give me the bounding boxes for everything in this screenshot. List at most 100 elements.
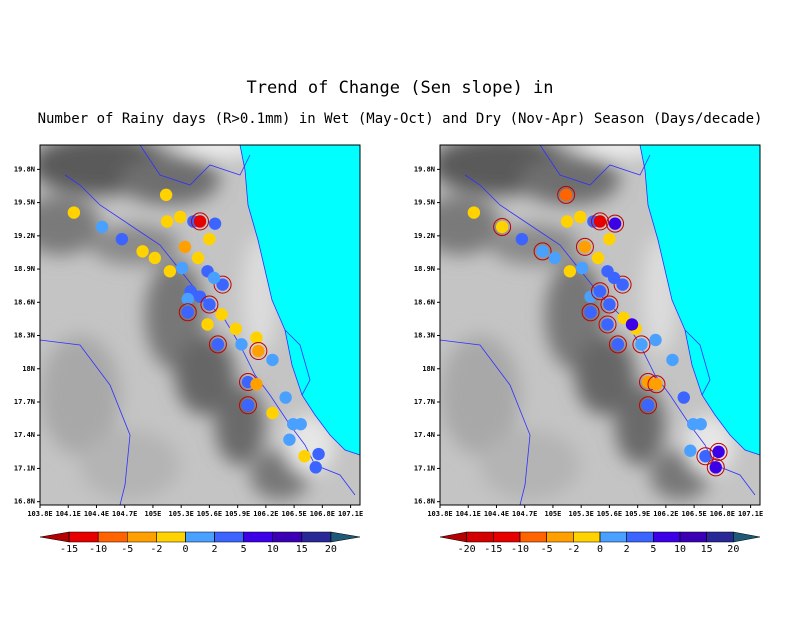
y-tick-label: 16.8N	[414, 498, 435, 506]
significance-ring	[200, 295, 219, 314]
colorbar-label: 20	[325, 544, 337, 555]
station	[641, 399, 655, 412]
significance-ring	[606, 214, 625, 233]
colorbar-label: -10	[511, 544, 529, 555]
station	[193, 215, 207, 228]
station	[201, 318, 214, 331]
y-tick-label: 18.6N	[414, 298, 435, 306]
significance-ring	[613, 275, 632, 294]
station	[677, 391, 690, 404]
x-tick-label: 103.8E	[427, 510, 452, 518]
colorbar-label: 15	[701, 544, 713, 555]
station	[536, 245, 549, 258]
x-tick-label: 105.9E	[225, 510, 250, 518]
station	[548, 251, 562, 265]
colorbar-label: 10	[267, 544, 279, 555]
significance-ring	[191, 212, 209, 231]
y-tick-label: 19.8N	[14, 165, 35, 173]
y-tick-label: 19.5N	[14, 199, 35, 207]
station	[649, 333, 662, 347]
x-tick-label: 104.7E	[512, 510, 537, 518]
significance-ring	[598, 315, 617, 334]
colorbar-segment	[156, 531, 186, 543]
colorbar-segment	[679, 531, 707, 543]
colorbar-segment	[599, 531, 627, 543]
station	[616, 278, 629, 291]
x-tick-label: 104.4E	[84, 510, 109, 518]
x-tick-label: 106.2E	[653, 510, 678, 518]
colorbar-label: 15	[296, 544, 308, 555]
colorbar-segment	[68, 531, 99, 543]
station	[559, 188, 573, 202]
y-tick-label: 18N	[422, 365, 435, 373]
x-tick-label: 106.5E	[281, 510, 306, 518]
y-tick-label: 19.2N	[14, 232, 35, 240]
colorbar-end	[439, 531, 467, 543]
y-tick-label: 18.9N	[14, 265, 35, 273]
x-tick-label: 104.1E	[56, 510, 81, 518]
colorbar-label: -10	[89, 544, 107, 555]
y-tick-label: 18N	[22, 365, 35, 373]
station	[181, 292, 194, 306]
colorbar-segment	[653, 531, 681, 543]
station	[593, 215, 607, 228]
y-tick-label: 18.3N	[414, 332, 435, 340]
station	[694, 417, 707, 431]
station	[181, 306, 194, 319]
station	[666, 353, 679, 367]
y-tick-label: 18.3N	[14, 332, 35, 340]
y-tick-label: 17.4N	[414, 431, 435, 439]
station	[115, 232, 129, 246]
station	[207, 271, 221, 285]
x-tick-label: 105.9E	[625, 510, 650, 518]
colorbar-segment	[493, 531, 521, 543]
station	[591, 251, 605, 265]
station	[584, 306, 597, 319]
subtitle: Number of Rainy days (R>0.1mm) in Wet (M…	[38, 111, 763, 127]
colorbar-label: -2	[150, 544, 162, 555]
colorbar-label: 5	[650, 544, 656, 555]
station	[574, 210, 587, 224]
significance-ring	[608, 335, 627, 354]
colorbar-segment	[214, 531, 244, 543]
station	[250, 378, 263, 391]
colorbar-end	[733, 531, 761, 543]
y-tick-label: 17.7N	[14, 398, 35, 406]
colorbar-segment	[573, 531, 601, 543]
station	[175, 261, 189, 275]
station	[216, 278, 229, 291]
x-tick-label: 104.4E	[484, 510, 509, 518]
colorbar-label: -5	[541, 544, 553, 555]
x-tick-label: 107.1E	[738, 510, 763, 518]
colorbar-end	[330, 531, 361, 543]
significance-ring	[239, 396, 257, 415]
y-tick-label: 18.6N	[14, 298, 35, 306]
station	[136, 245, 149, 258]
significance-ring	[557, 185, 576, 204]
station	[699, 450, 712, 463]
colorbar-end	[39, 531, 70, 543]
significance-ring	[591, 282, 609, 301]
y-tick-label: 19.8N	[414, 165, 435, 173]
significance-ring	[249, 342, 268, 361]
station	[712, 445, 725, 459]
colorbar-segment	[626, 531, 654, 543]
station	[159, 188, 173, 202]
station	[560, 215, 574, 228]
station	[617, 311, 630, 324]
station	[578, 240, 592, 254]
colorbar-label: -20	[458, 544, 476, 555]
colorbar-label: 2	[624, 544, 630, 555]
station	[625, 318, 639, 331]
map-panel: 103.8E 104.1E 104.4E 104.7E 105E 105.3E 105.6E…	[414, 133, 763, 555]
station	[563, 265, 577, 278]
station	[193, 290, 207, 303]
x-tick-label: 103.8E	[27, 510, 52, 518]
colorbar-label: 2	[212, 544, 218, 555]
colorbar-segment	[301, 531, 332, 543]
station	[298, 450, 311, 463]
station	[283, 433, 296, 446]
significance-ring	[178, 303, 197, 322]
station	[178, 240, 192, 254]
